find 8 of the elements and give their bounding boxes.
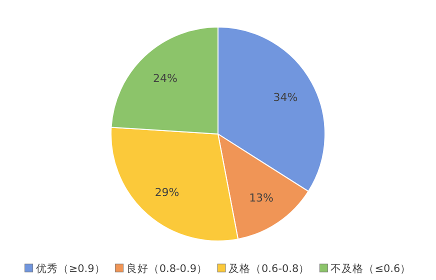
legend-label: 不及格（≤0.6） — [330, 263, 412, 275]
data-label: 13% — [249, 192, 274, 205]
legend-label: 优秀（≥0.9） — [36, 262, 106, 275]
data-label: 29% — [154, 186, 180, 199]
legend-label: 及格（0.6-0.8） — [228, 263, 310, 275]
data-label: 34% — [273, 90, 298, 104]
data-label: 24% — [153, 72, 178, 85]
legend-label: 良好（0.8-0.9） — [126, 262, 208, 275]
